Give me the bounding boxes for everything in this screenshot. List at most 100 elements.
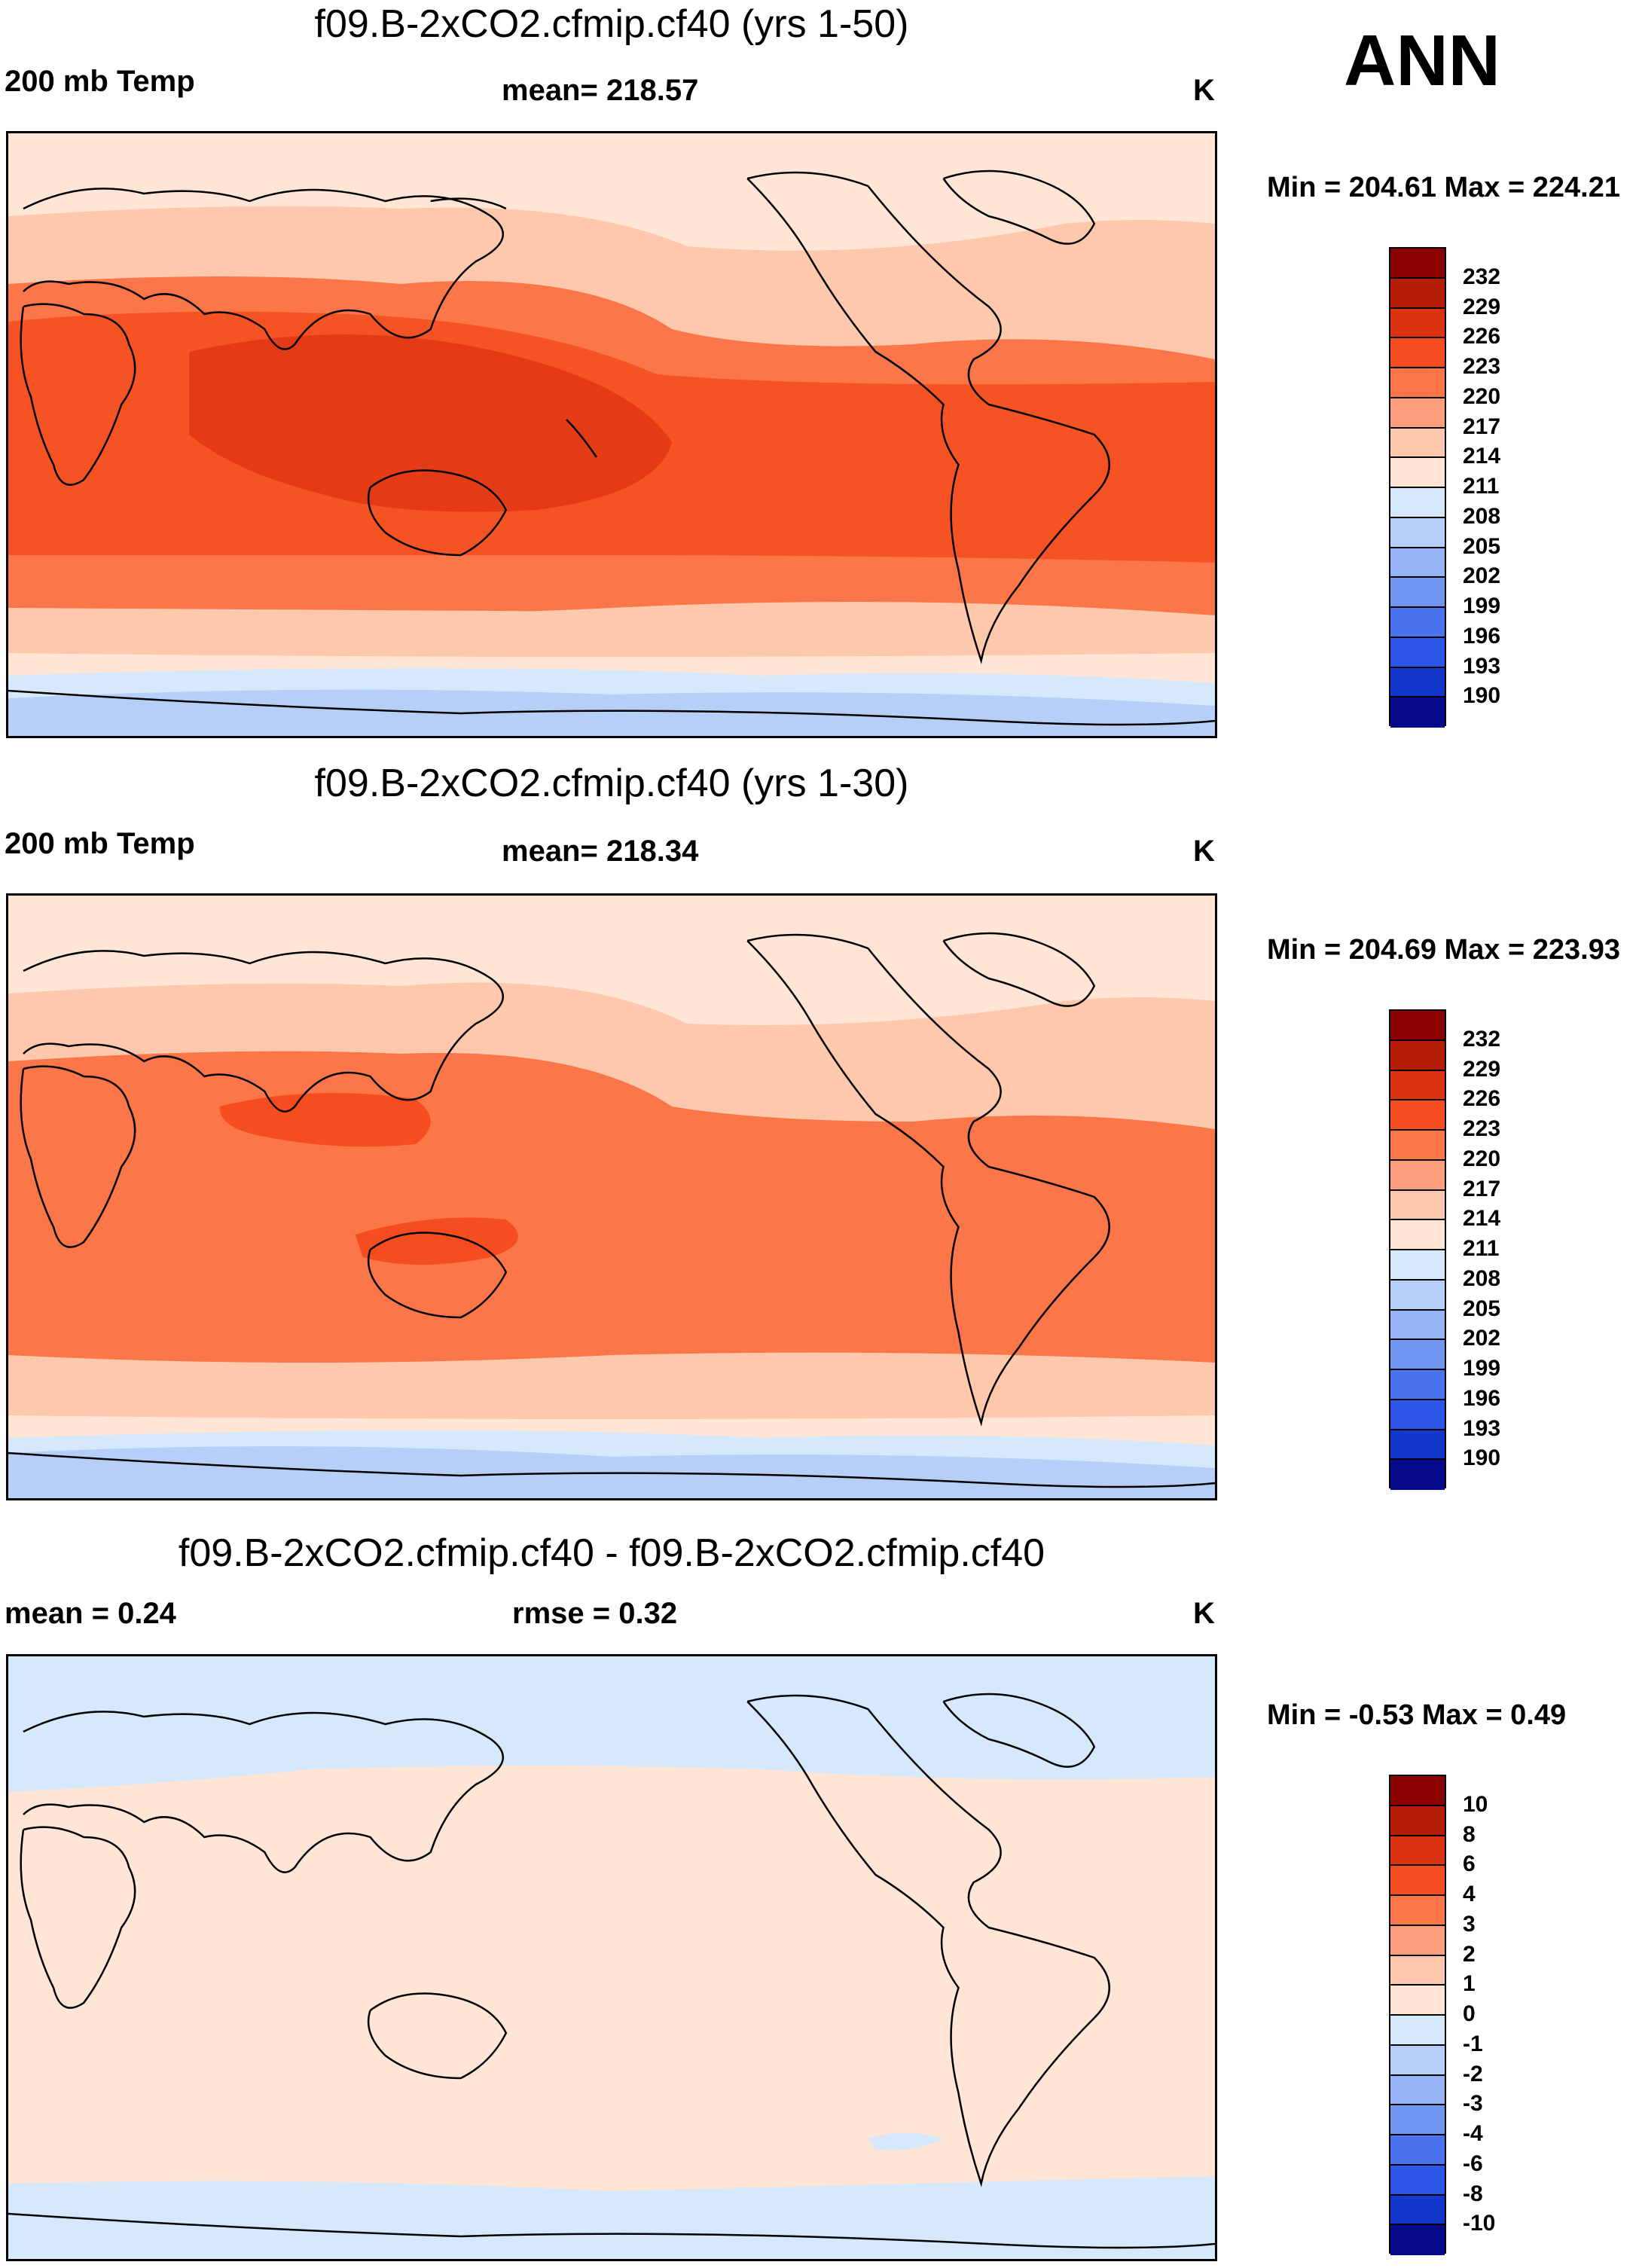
panel2-contour-field [8, 896, 1215, 1498]
colorbar-swatch [1390, 1896, 1445, 1926]
colorbar-tick-label: 217 [1463, 414, 1501, 439]
panel3-units-label: K [1193, 1597, 1215, 1630]
panel2-arctic-cold [551, 896, 1215, 941]
colorbar-tick-label: -1 [1463, 2031, 1483, 2056]
panel1-arctic-cold [566, 133, 1215, 171]
colorbar-swatch [1390, 1836, 1445, 1867]
panel1-variable-label: 200 mb Temp [5, 65, 195, 98]
panel2-contour-223 [219, 1093, 431, 1147]
colorbar-tick-label: 226 [1463, 1086, 1501, 1112]
colorbar-tick-label: -4 [1463, 2121, 1483, 2146]
colorbar-swatch [1390, 1986, 1445, 2016]
colorbar-swatch [1390, 278, 1445, 309]
colorbar-swatch [1390, 1250, 1445, 1281]
colorbar-swatch [1390, 1100, 1445, 1131]
colorbar-tick-label: -6 [1463, 2150, 1483, 2176]
panel2-colorbar [1389, 1009, 1446, 1490]
colorbar-tick-label: 199 [1463, 594, 1501, 618]
colorbar-tick-label: 229 [1463, 1056, 1501, 1082]
colorbar-swatch [1390, 1011, 1445, 1041]
colorbar-tick-label: 205 [1463, 1296, 1501, 1321]
colorbar-swatch [1390, 1040, 1445, 1071]
panel1-contour-field [8, 133, 1215, 736]
panel3-contour-field [8, 1656, 1215, 2259]
colorbar-tick-label: 4 [1463, 1882, 1476, 1906]
colorbar-tick-label: -3 [1463, 2091, 1483, 2117]
colorbar-tick-label: 8 [1463, 1821, 1476, 1847]
panel2-mean-label: mean= 218.34 [502, 835, 699, 868]
colorbar-swatch [1390, 368, 1445, 398]
panel2-map [6, 893, 1217, 1500]
colorbar-swatch [1390, 608, 1445, 638]
colorbar-swatch [1390, 1460, 1445, 1490]
colorbar-swatch [1390, 1955, 1445, 1986]
colorbar-swatch [1390, 2016, 1445, 2046]
colorbar-swatch [1390, 488, 1445, 518]
colorbar-swatch [1390, 2105, 1445, 2135]
colorbar-tick-label: 190 [1463, 683, 1501, 709]
colorbar-tick-label: 214 [1463, 1206, 1501, 1232]
colorbar-tick-label: 3 [1463, 1911, 1476, 1937]
colorbar-swatch [1390, 1190, 1445, 1221]
colorbar-swatch [1390, 1430, 1445, 1461]
colorbar-swatch [1390, 428, 1445, 459]
colorbar-tick-label: 211 [1463, 474, 1500, 499]
colorbar-swatch [1390, 1776, 1445, 1806]
colorbar-tick-label: 202 [1463, 1326, 1501, 1351]
colorbar-tick-label: 2 [1463, 1941, 1476, 1967]
colorbar-swatch [1390, 1160, 1445, 1191]
panel1-contour-217-south [8, 608, 1215, 657]
panel2-title: f09.B-2xCO2.cfmip.cf40 (yrs 1-30) [314, 762, 909, 805]
colorbar-tick-label: -8 [1463, 2181, 1483, 2206]
colorbar-tick-label: 0 [1463, 2001, 1476, 2026]
colorbar-tick-label: 208 [1463, 503, 1501, 529]
panel3-rmse-label: rmse = 0.32 [512, 1597, 678, 1630]
panel2-units-label: K [1193, 835, 1215, 868]
colorbar-swatch [1390, 1220, 1445, 1250]
colorbar-swatch [1390, 1310, 1445, 1341]
panel3-colorbar [1389, 1775, 1446, 2255]
colorbar-tick-label: 223 [1463, 1116, 1501, 1141]
colorbar-swatch [1390, 667, 1445, 698]
colorbar-swatch [1390, 2225, 1445, 2255]
colorbar-tick-label: 220 [1463, 1146, 1501, 1171]
colorbar-swatch [1390, 637, 1445, 668]
colorbar-swatch [1390, 338, 1445, 368]
colorbar-swatch [1390, 548, 1445, 578]
colorbar-tick-label: 229 [1463, 294, 1501, 319]
colorbar-swatch [1390, 2165, 1445, 2196]
panel2-minmax: Min = 204.69 Max = 223.93 [1267, 934, 1620, 966]
colorbar-swatch [1390, 2075, 1445, 2106]
colorbar-swatch [1390, 249, 1445, 279]
colorbar-swatch [1390, 2195, 1445, 2226]
panel1-coastlines [8, 169, 1215, 726]
colorbar-swatch [1390, 1806, 1445, 1836]
panel3-coastlines [8, 1693, 1215, 2249]
colorbar-tick-label: -2 [1463, 2061, 1483, 2086]
colorbar-swatch [1390, 1866, 1445, 1896]
colorbar-tick-label: 226 [1463, 324, 1501, 350]
colorbar-swatch [1390, 517, 1445, 548]
panel1-colorbar [1389, 247, 1446, 728]
colorbar-tick-label: 190 [1463, 1445, 1501, 1471]
colorbar-tick-label: 217 [1463, 1176, 1501, 1201]
colorbar-tick-label: 193 [1463, 1415, 1501, 1441]
colorbar-swatch [1390, 578, 1445, 608]
colorbar-tick-label: 214 [1463, 444, 1501, 469]
colorbar-tick-label: 232 [1463, 264, 1501, 289]
colorbar-tick-label: 208 [1463, 1265, 1501, 1291]
colorbar-swatch [1390, 1340, 1445, 1370]
colorbar-swatch [1390, 308, 1445, 339]
panel1-units-label: K [1193, 74, 1215, 107]
colorbar-tick-label: 205 [1463, 533, 1501, 559]
panel3-map [6, 1654, 1217, 2261]
panel2-contour-223b [355, 1217, 518, 1265]
panel3-minmax: Min = -0.53 Max = 0.49 [1267, 1699, 1567, 1731]
colorbar-tick-label: 196 [1463, 1385, 1501, 1411]
panel3-contour-neg-south [8, 2176, 1215, 2259]
colorbar-tick-label: 10 [1463, 1791, 1488, 1817]
colorbar-swatch [1390, 1131, 1445, 1161]
colorbar-tick-label: 196 [1463, 623, 1501, 649]
panel2-variable-label: 200 mb Temp [5, 827, 195, 860]
panel1-contour-226 [189, 334, 673, 512]
